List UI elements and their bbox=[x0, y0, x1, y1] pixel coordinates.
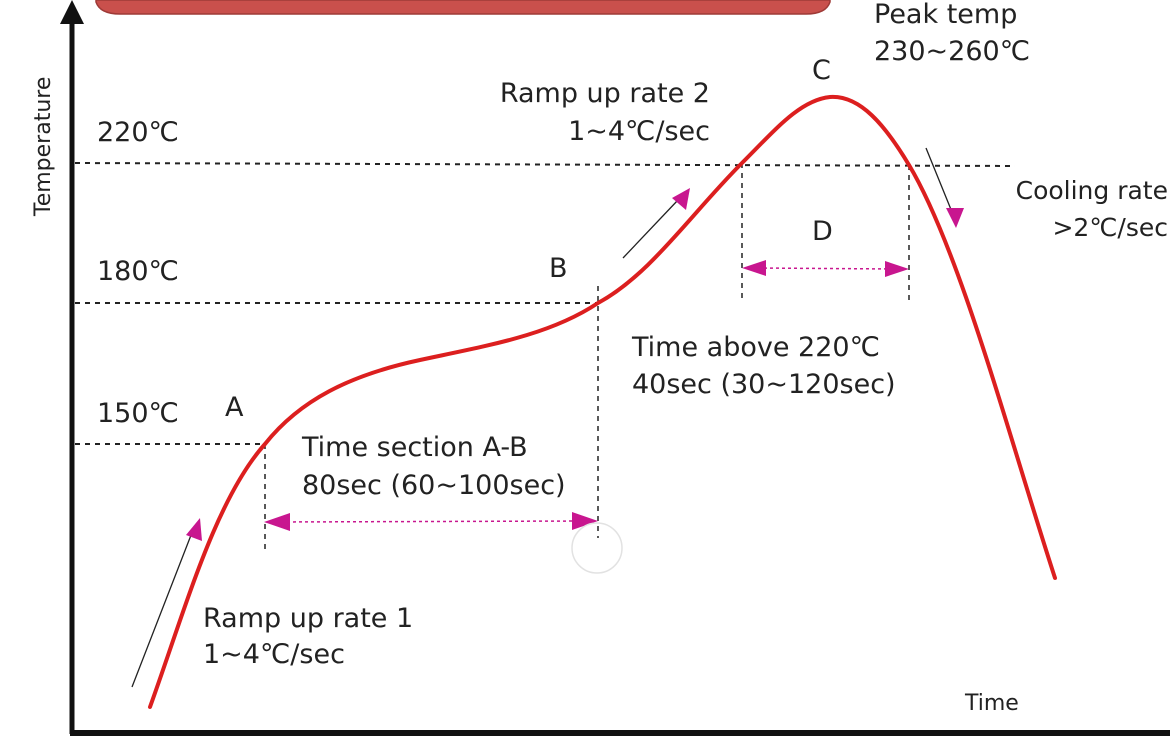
ramp2-pointer-head bbox=[672, 188, 690, 210]
banner-shape bbox=[95, 0, 831, 15]
soak-title: Time section A-B bbox=[301, 432, 528, 463]
ramp1-title: Ramp up rate 1 bbox=[203, 603, 413, 634]
reflow-curve bbox=[148, 94, 1057, 709]
point-label-d: D bbox=[812, 216, 833, 247]
cooling-pointer-head bbox=[946, 208, 964, 228]
x-axis-label: Time bbox=[964, 691, 1019, 716]
above-220-title: Time above 220℃ bbox=[631, 332, 880, 363]
ref-line-220 bbox=[74, 162, 1016, 167]
peak-title: Peak temp bbox=[874, 0, 1017, 30]
ramp2-title: Ramp up rate 2 bbox=[500, 78, 710, 109]
point-label-a: A bbox=[225, 392, 244, 423]
soak-arrow-left-head bbox=[264, 513, 290, 531]
ramp2-pointer bbox=[622, 199, 679, 259]
ramp1-pointer-head bbox=[186, 518, 202, 541]
highlight-circle bbox=[571, 522, 623, 574]
cooling-value: >2℃/sec bbox=[1052, 213, 1168, 242]
level-label-150: 150℃ bbox=[97, 398, 179, 429]
y-axis-label: Temperature bbox=[31, 77, 56, 217]
y-axis-arrowhead bbox=[60, 0, 84, 24]
soak-arrow-line bbox=[274, 520, 589, 523]
ramp1-value: 1~4℃/sec bbox=[203, 639, 345, 670]
point-label-b: B bbox=[549, 253, 568, 284]
cooling-pointer bbox=[925, 147, 953, 213]
d-arrow-left-head bbox=[742, 260, 766, 276]
d-arrow-line bbox=[751, 267, 900, 270]
above-220-value: 40sec (30~120sec) bbox=[632, 369, 896, 400]
peak-value: 230~260℃ bbox=[874, 36, 1030, 67]
point-label-c: C bbox=[812, 55, 831, 86]
d-arrow-right-head bbox=[885, 261, 909, 277]
cooling-title: Cooling rate bbox=[1016, 176, 1168, 205]
ramp1-pointer bbox=[131, 529, 194, 688]
soak-arrow-right-head bbox=[572, 512, 598, 530]
ramp2-value: 1~4℃/sec bbox=[568, 116, 710, 147]
soak-value: 80sec (60~100sec) bbox=[302, 470, 566, 501]
level-label-220: 220℃ bbox=[97, 117, 179, 148]
level-label-180: 180℃ bbox=[97, 256, 179, 287]
